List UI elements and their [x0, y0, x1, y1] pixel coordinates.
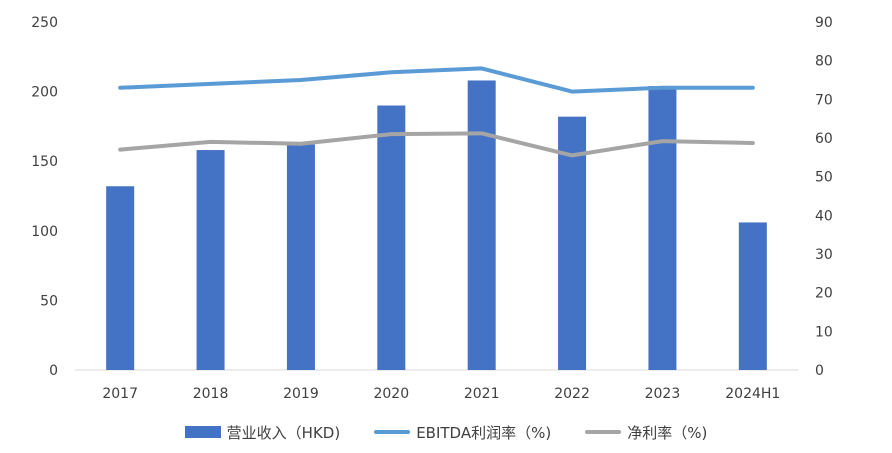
- left-tick-label: 250: [31, 15, 58, 31]
- legend-label-ebitda: EBITDA利润率（%): [416, 423, 552, 442]
- x-axis-ticks: 2017 2018 2019 2020 2021 2022 2023 2024H1: [102, 386, 780, 402]
- bar: [106, 186, 135, 370]
- legend-swatch-net-margin: [585, 430, 622, 434]
- right-tick-label: 0: [815, 363, 824, 379]
- right-tick-label: 30: [815, 247, 833, 263]
- x-tick-label: 2021: [464, 386, 500, 402]
- left-tick-label: 150: [31, 154, 58, 170]
- right-tick-label: 80: [815, 54, 833, 70]
- left-axis-ticks: 0 50 100 150 200 250: [31, 15, 58, 379]
- left-tick-label: 100: [31, 224, 58, 240]
- right-axis-ticks: 0 10 20 30 40 50 60 70 80 90: [815, 15, 833, 379]
- left-tick-label: 50: [40, 293, 58, 309]
- series-line: [118, 66, 755, 94]
- legend-swatch-ebitda: [374, 430, 411, 434]
- combo-chart: 0 50 100 150 200 250 0 10 20 30 40 50 60 70 80 90 2017…: [31, 15, 833, 402]
- bar: [648, 86, 677, 371]
- legend-label-revenue: 营业收入（HKD): [226, 423, 341, 442]
- bar: [286, 144, 315, 370]
- legend-swatch-revenue: [184, 426, 221, 438]
- legend: 营业收入（HKD) EBITDA利润率（%) 净利率（%): [0, 418, 892, 446]
- legend-item-ebitda: EBITDA利润率（%): [374, 422, 551, 443]
- x-tick-label: 2018: [193, 386, 229, 402]
- right-tick-label: 40: [815, 208, 833, 224]
- right-tick-label: 10: [815, 324, 833, 340]
- right-tick-label: 50: [815, 170, 833, 186]
- bar: [467, 80, 496, 371]
- bar: [558, 116, 587, 370]
- right-tick-label: 90: [815, 15, 833, 31]
- legend-item-net-margin: 净利率（%): [585, 422, 707, 443]
- legend-label-net-margin: 净利率（%): [627, 423, 708, 442]
- bar: [196, 150, 225, 370]
- x-tick-label: 2019: [283, 386, 319, 402]
- left-tick-label: 200: [31, 85, 58, 101]
- right-tick-label: 70: [815, 92, 833, 108]
- series-line: [118, 131, 755, 158]
- x-tick-label: 2023: [645, 386, 681, 402]
- x-tick-label: 2024H1: [725, 386, 780, 402]
- x-tick-label: 2020: [373, 386, 409, 402]
- legend-item-revenue: 营业收入（HKD): [184, 422, 341, 443]
- right-tick-label: 20: [815, 286, 833, 302]
- x-tick-label: 2017: [102, 386, 138, 402]
- x-tick-label: 2022: [554, 386, 590, 402]
- bar: [738, 222, 767, 370]
- bar-series: [106, 80, 767, 371]
- left-tick-label: 0: [49, 363, 58, 379]
- right-tick-label: 60: [815, 131, 833, 147]
- line-series: [118, 66, 755, 158]
- bar: [377, 105, 406, 371]
